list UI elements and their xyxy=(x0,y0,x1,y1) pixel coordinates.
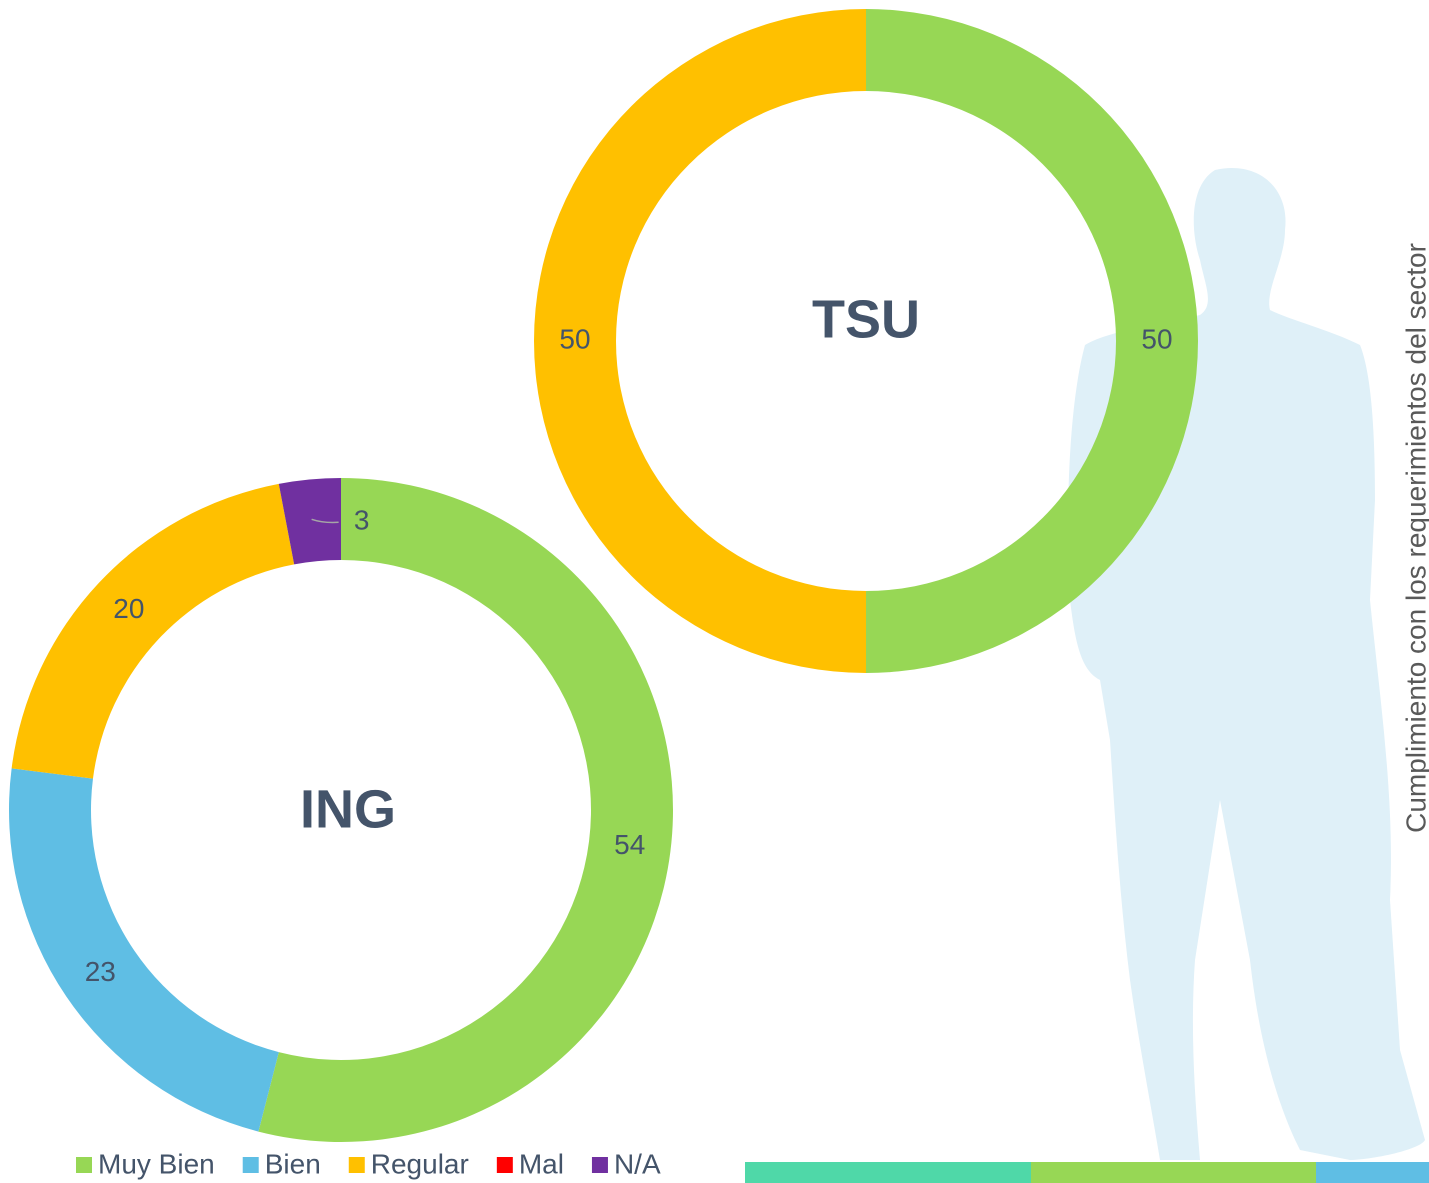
legend-swatch xyxy=(76,1157,92,1173)
data-label: 3 xyxy=(354,505,370,536)
legend-label: Regular xyxy=(371,1148,469,1179)
bar-segment xyxy=(745,1162,1031,1183)
donut-slice xyxy=(12,484,295,779)
data-label: 23 xyxy=(85,956,116,987)
legend-swatch xyxy=(349,1157,365,1173)
legend-label: Muy Bien xyxy=(98,1148,215,1179)
data-label: 50 xyxy=(1141,323,1172,354)
legend-label: Bien xyxy=(265,1148,321,1179)
data-label: 20 xyxy=(113,593,144,624)
bar-segment xyxy=(1316,1162,1429,1183)
chart-title: TSU xyxy=(812,289,920,349)
legend-swatch xyxy=(592,1157,608,1173)
bar-segment xyxy=(1031,1162,1316,1183)
legend-swatch xyxy=(243,1157,259,1173)
legend-swatch xyxy=(497,1157,513,1173)
data-label: 50 xyxy=(559,323,590,354)
data-label: 54 xyxy=(614,829,645,860)
legend-label: N/A xyxy=(614,1148,661,1179)
donut-slice xyxy=(9,768,279,1131)
legend-label: Mal xyxy=(519,1148,564,1179)
side-label: Cumplimiento con los requerimientos del … xyxy=(1400,243,1429,833)
page: Cumplimiento con los requerimientos del … xyxy=(0,0,1429,1183)
bottom-bar xyxy=(745,1162,1429,1183)
chart-title: ING xyxy=(300,779,396,839)
